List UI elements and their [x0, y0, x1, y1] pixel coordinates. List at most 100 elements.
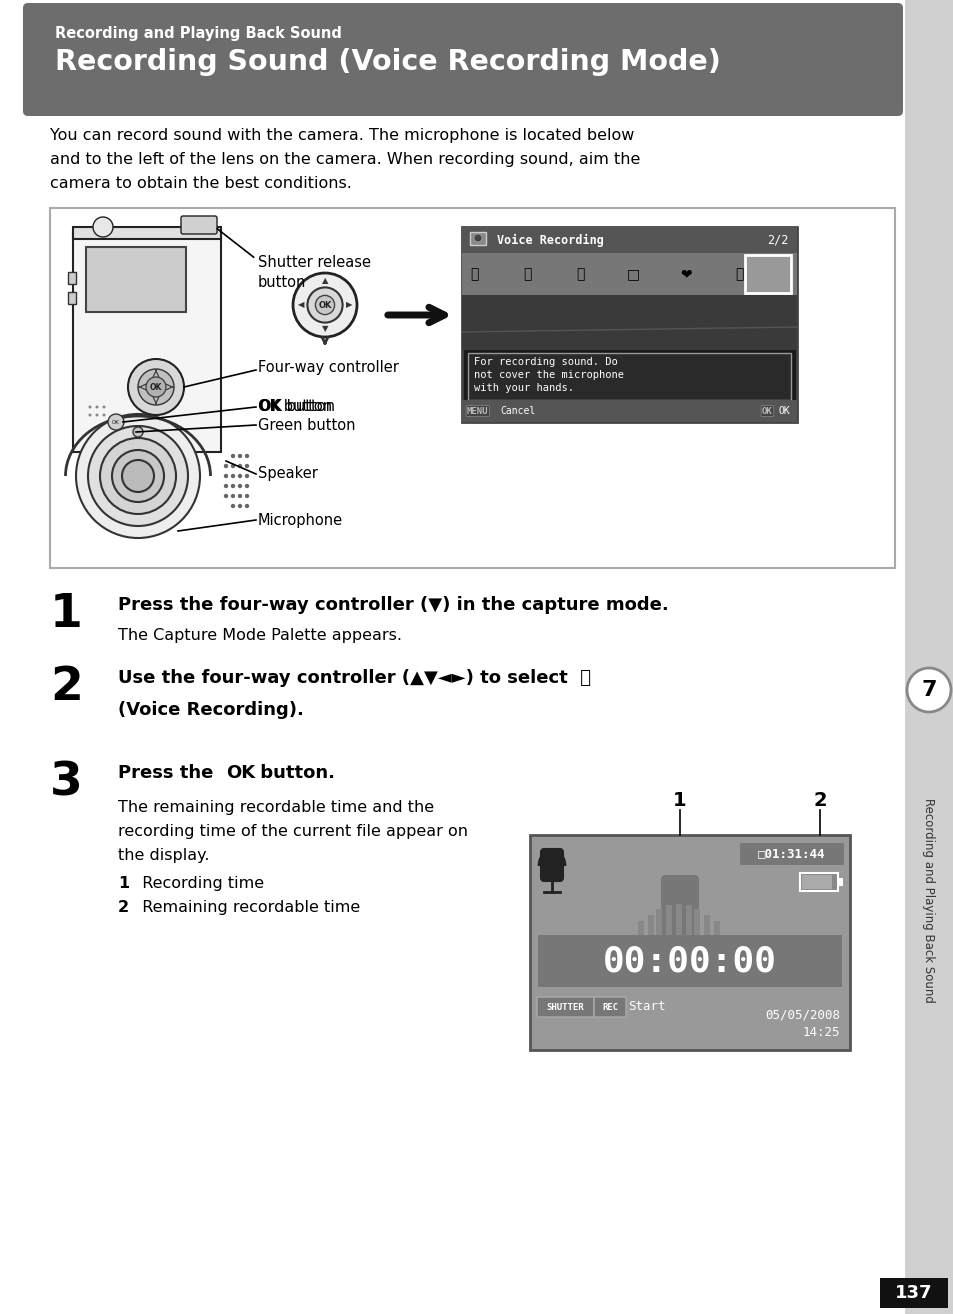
Circle shape [307, 288, 342, 323]
Circle shape [474, 234, 481, 242]
Bar [904, 0, 953, 1314]
Text: and to the left of the lens on the camera. When recording sound, aim the: and to the left of the lens on the camer… [50, 152, 639, 167]
Bar [740, 844, 843, 865]
Bar [470, 233, 485, 244]
Text: Recording time: Recording time [132, 876, 264, 891]
Bar [638, 921, 643, 940]
Bar [703, 915, 709, 945]
Circle shape [122, 460, 153, 491]
Text: 2: 2 [50, 665, 83, 710]
Circle shape [231, 503, 235, 509]
Text: OK: OK [761, 406, 772, 415]
Text: SHUTTER: SHUTTER [546, 1003, 583, 1012]
FancyBboxPatch shape [181, 215, 216, 234]
Circle shape [100, 438, 175, 514]
Text: OK button: OK button [257, 399, 332, 414]
Text: 137: 137 [894, 1284, 932, 1302]
Text: ▶: ▶ [345, 301, 352, 310]
Text: Four-way controller: Four-way controller [257, 360, 398, 374]
Bar [530, 834, 849, 1050]
Bar [461, 296, 796, 350]
Circle shape [108, 414, 124, 430]
Bar [461, 227, 796, 422]
Circle shape [132, 427, 143, 438]
Text: Press the: Press the [118, 763, 219, 782]
Circle shape [906, 668, 950, 712]
Bar [879, 1279, 947, 1307]
Text: with your hands.: with your hands. [474, 382, 574, 393]
Bar [461, 399, 796, 422]
Text: OK: OK [318, 301, 332, 310]
Text: Use the four-way controller (▲▼◄►) to select  🎙: Use the four-way controller (▲▼◄►) to se… [118, 669, 590, 687]
Bar [468, 353, 790, 399]
Bar [676, 904, 681, 957]
Text: 🐾: 🐾 [522, 267, 531, 281]
Text: 1: 1 [118, 876, 129, 891]
Text: OK: OK [257, 399, 281, 414]
Bar [68, 292, 76, 304]
Text: 🍴: 🍴 [576, 267, 583, 281]
Circle shape [102, 406, 106, 409]
Circle shape [224, 484, 228, 489]
Circle shape [245, 464, 249, 468]
Text: Recording and Playing Back Sound: Recording and Playing Back Sound [922, 798, 935, 1003]
Text: 14:25: 14:25 [801, 1025, 840, 1038]
Text: □: □ [626, 267, 639, 281]
Circle shape [95, 406, 98, 409]
Circle shape [231, 464, 235, 468]
Text: For recording sound. Do: For recording sound. Do [474, 357, 618, 367]
Circle shape [231, 484, 235, 489]
Text: 2/2: 2/2 [767, 234, 788, 247]
Text: The remaining recordable time and the: The remaining recordable time and the [118, 800, 434, 815]
Circle shape [146, 377, 166, 397]
FancyBboxPatch shape [537, 997, 594, 1017]
Text: ❤: ❤ [679, 267, 691, 281]
Text: ⛅: ⛅ [469, 267, 477, 281]
Text: 1: 1 [50, 593, 83, 637]
Text: ▲: ▲ [321, 276, 328, 285]
Bar [647, 915, 654, 945]
Text: Recording and Playing Back Sound: Recording and Playing Back Sound [55, 26, 341, 41]
Bar [68, 272, 76, 284]
Circle shape [89, 406, 91, 409]
Text: OK: OK [779, 406, 790, 417]
Text: Voice Recording: Voice Recording [497, 234, 603, 247]
Text: button: button [282, 399, 335, 414]
Text: MENU: MENU [467, 406, 488, 415]
Bar [800, 872, 837, 891]
Text: Microphone: Microphone [257, 512, 343, 528]
Text: the display.: the display. [118, 848, 210, 863]
Text: Speaker: Speaker [257, 466, 317, 481]
Circle shape [231, 494, 235, 498]
Text: Green button: Green button [257, 418, 355, 434]
Text: 7: 7 [921, 681, 936, 700]
Text: Cancel: Cancel [499, 406, 535, 417]
Circle shape [237, 464, 242, 468]
Text: 00:00:00: 00:00:00 [602, 943, 776, 978]
Bar [836, 878, 842, 886]
Bar [461, 227, 796, 254]
FancyBboxPatch shape [660, 875, 699, 940]
Circle shape [231, 474, 235, 478]
FancyBboxPatch shape [540, 849, 562, 880]
Bar [656, 909, 661, 951]
Text: OK: OK [150, 382, 162, 392]
Text: Recording Sound (Voice Recording Mode): Recording Sound (Voice Recording Mode) [55, 49, 720, 76]
Circle shape [245, 503, 249, 509]
Circle shape [245, 484, 249, 489]
Bar [50, 208, 894, 568]
Bar [73, 227, 221, 239]
Bar [86, 247, 186, 311]
Bar [665, 905, 671, 955]
Circle shape [89, 414, 91, 417]
Circle shape [245, 494, 249, 498]
Circle shape [224, 464, 228, 468]
Text: REC: REC [601, 1003, 618, 1012]
Bar [685, 905, 691, 955]
Circle shape [245, 474, 249, 478]
Bar [713, 921, 720, 940]
Circle shape [95, 414, 98, 417]
Circle shape [237, 503, 242, 509]
Text: Shutter release
button: Shutter release button [257, 255, 371, 290]
Text: The Capture Mode Palette appears.: The Capture Mode Palette appears. [118, 628, 401, 643]
